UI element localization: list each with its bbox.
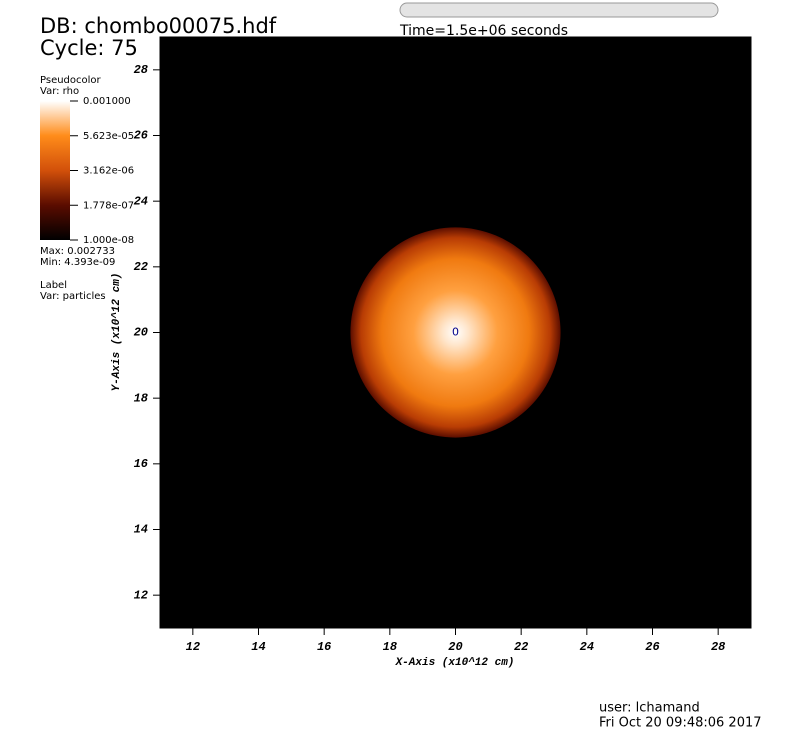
label-var: Var: particles — [40, 291, 106, 302]
label-plot: Label — [40, 280, 67, 291]
density-sphere — [350, 227, 561, 438]
y-axis-title: Y-Axis (x10^12 cm) — [111, 273, 123, 392]
x-tick-label: 24 — [580, 640, 594, 654]
x-tick-label: 26 — [645, 640, 659, 654]
x-tick-label: 22 — [514, 640, 528, 654]
x-tick-label: 28 — [711, 640, 725, 654]
colorbar-label: 1.000e-08 — [83, 235, 134, 246]
colorbar-label: 1.778e-07 — [83, 200, 134, 211]
y-tick-label: 26 — [134, 129, 148, 143]
y-tick-label: 14 — [134, 523, 148, 537]
x-tick-label: 12 — [186, 640, 200, 654]
time: Time=1.5e+06 seconds — [399, 23, 568, 39]
legend-min: Min: 4.393e-09 — [40, 257, 115, 268]
legend-max: Max: 0.002733 — [40, 246, 115, 257]
x-tick-label: 16 — [317, 640, 331, 654]
legend-plot: Pseudocolor — [40, 75, 102, 86]
colorbar-label: 3.162e-06 — [83, 166, 134, 177]
date: Fri Oct 20 09:48:06 2017 — [599, 716, 762, 731]
y-tick-label: 16 — [134, 457, 148, 471]
time-slider[interactable] — [399, 2, 719, 18]
y-tick-label: 24 — [134, 194, 148, 208]
cycle: Cycle: 75 — [40, 36, 138, 60]
y-tick-label: 22 — [134, 260, 148, 274]
y-tick-label: 18 — [134, 391, 148, 405]
x-tick-label: 20 — [448, 640, 462, 654]
particle-label: 0 — [452, 326, 459, 339]
legend-var: Var: rho — [40, 86, 79, 97]
y-tick-label: 12 — [134, 588, 148, 602]
x-tick-label: 18 — [383, 640, 397, 654]
user: user: lchamand — [599, 701, 700, 716]
colorbar-label: 0.001000 — [83, 96, 131, 107]
db-title: DB: chombo00075.hdf — [40, 14, 277, 38]
x-tick-label: 14 — [251, 640, 265, 654]
y-tick-label: 28 — [134, 63, 148, 77]
y-tick-label: 20 — [134, 326, 148, 340]
x-axis-title: X-Axis (x10^12 cm) — [395, 657, 515, 669]
colorbar-label: 5.623e-05 — [83, 131, 134, 142]
colorbar — [40, 101, 70, 240]
